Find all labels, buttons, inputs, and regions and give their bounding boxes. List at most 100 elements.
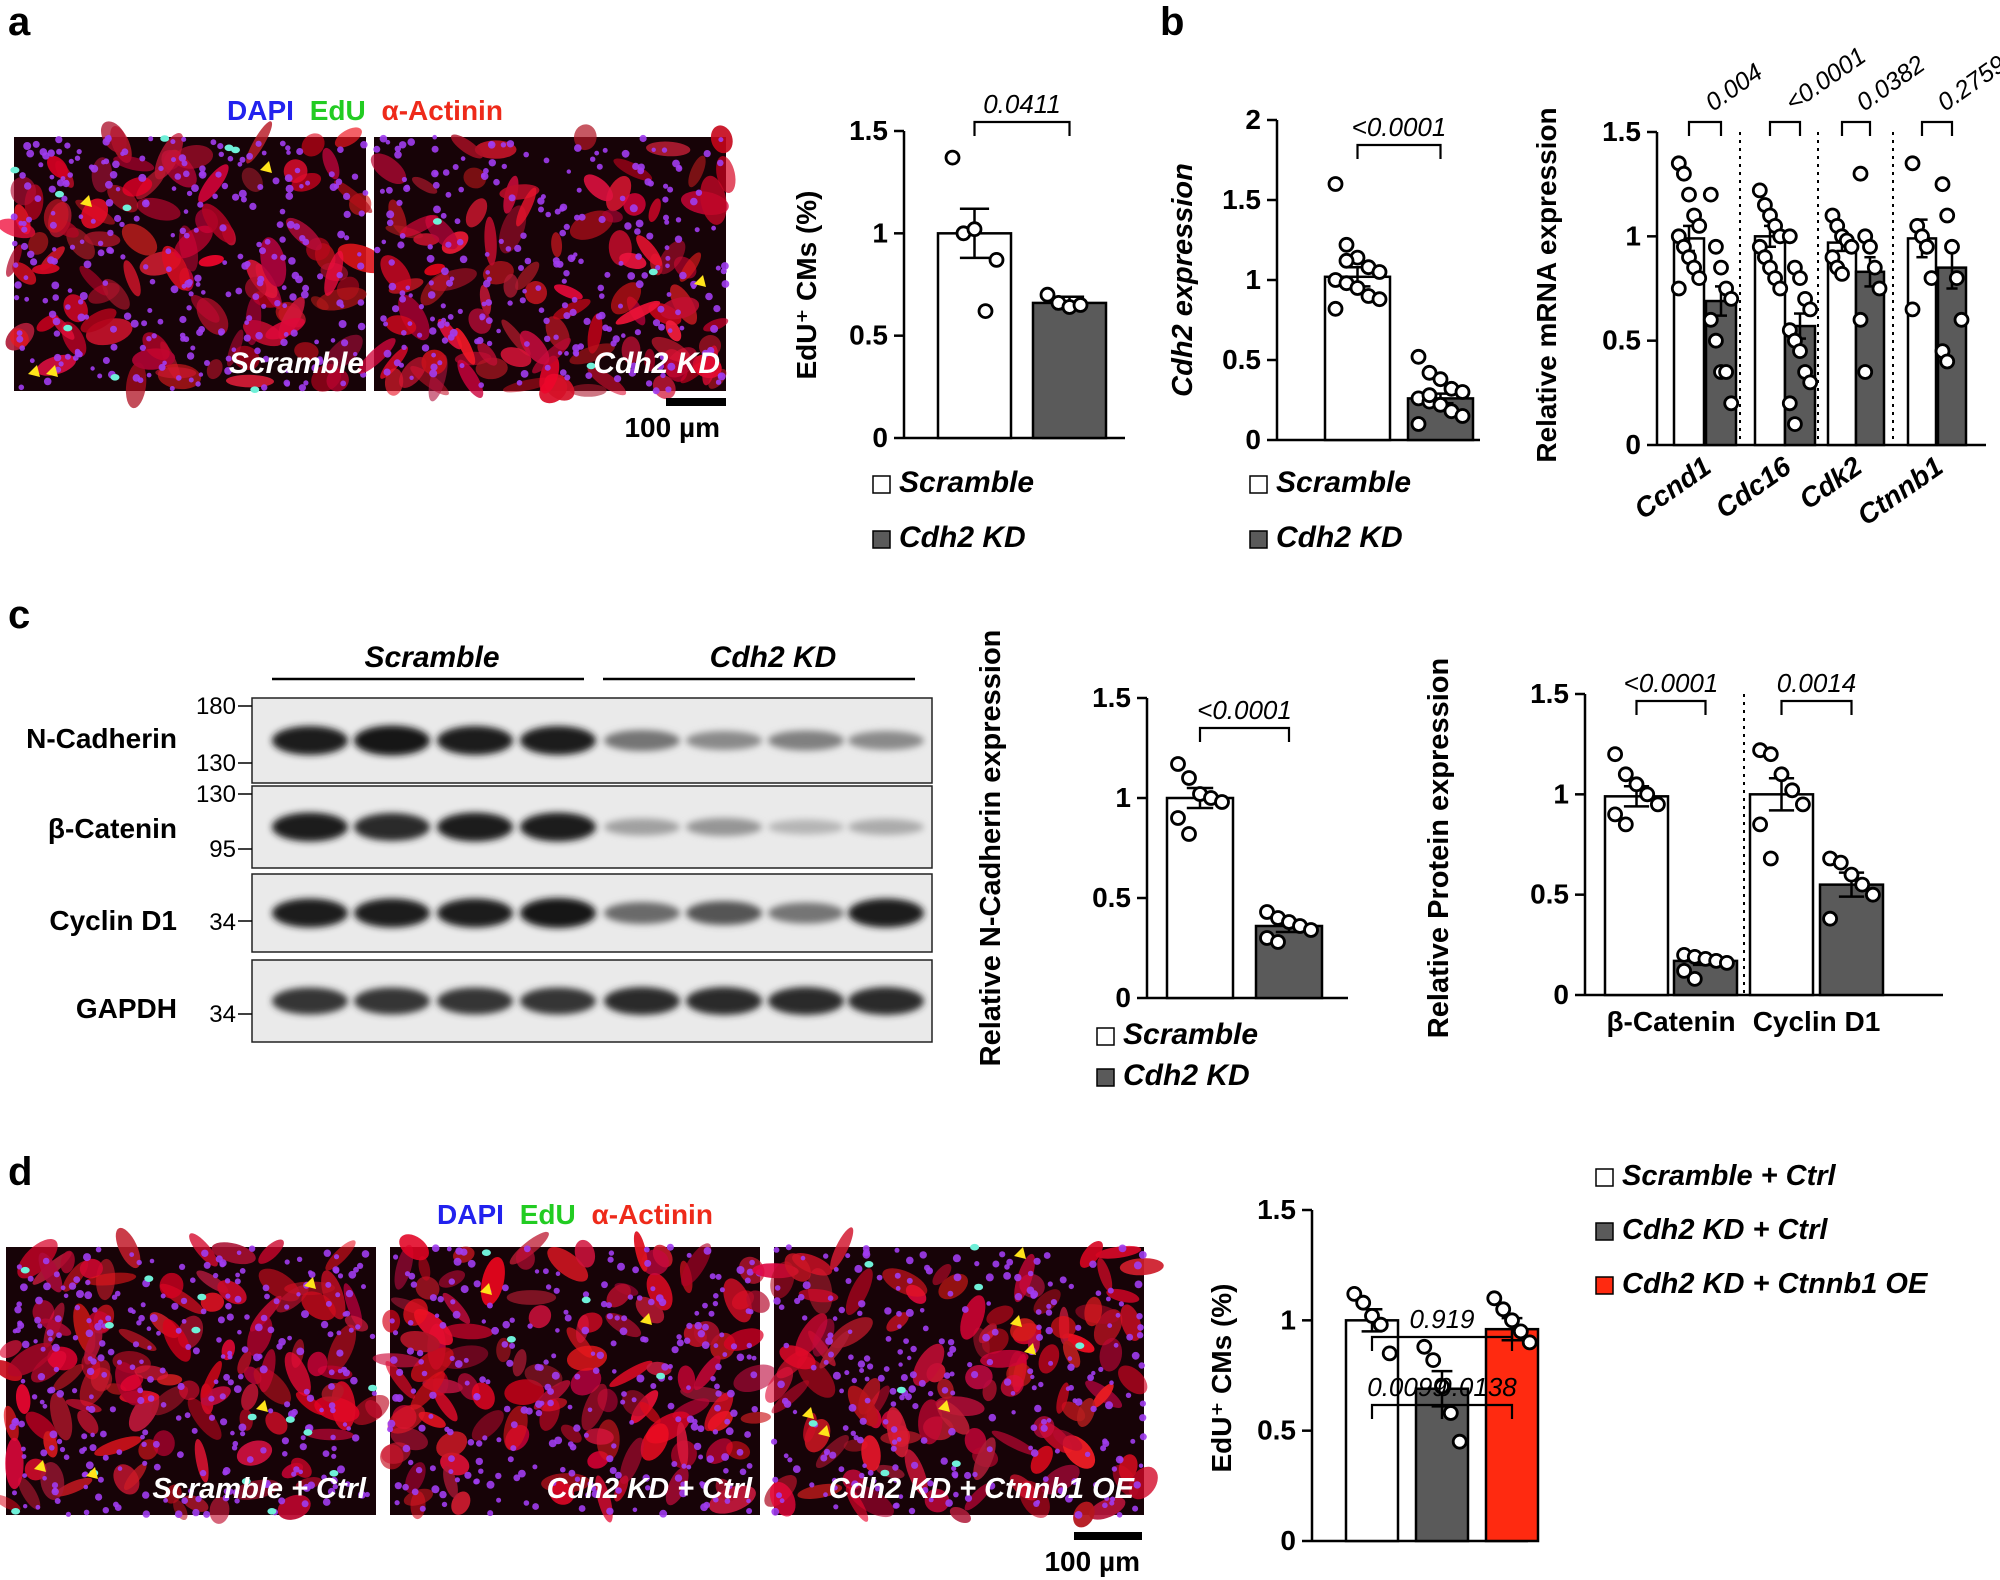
nucleus (446, 1246, 452, 1252)
nucleus (1098, 1366, 1104, 1372)
panel-letter-c: c (8, 593, 30, 637)
nucleus (927, 1480, 934, 1487)
arrowhead-icon (34, 1460, 46, 1472)
cell (32, 263, 60, 275)
nucleus (437, 1296, 444, 1303)
nucleus (357, 322, 366, 331)
nucleus (676, 1334, 682, 1340)
nucleus (76, 149, 82, 155)
cell (301, 133, 325, 157)
edu-nucleus (368, 1384, 378, 1392)
nucleus (408, 293, 413, 298)
nucleus (792, 1409, 798, 1415)
nucleus (199, 1469, 207, 1477)
nucleus (254, 1323, 263, 1332)
y-tick-label: 0 (1553, 979, 1569, 1010)
data-point (1504, 1312, 1520, 1329)
nucleus (686, 1322, 693, 1329)
nucleus (217, 1316, 225, 1324)
data-point (1708, 238, 1724, 255)
cell (912, 1343, 945, 1386)
nucleus (237, 253, 244, 260)
nucleus (1125, 1392, 1132, 1398)
nucleus (573, 1424, 581, 1432)
cell (1052, 1429, 1083, 1451)
nucleus (227, 155, 234, 162)
nucleus (40, 1346, 46, 1352)
nucleus (430, 363, 438, 371)
edu-nucleus (122, 204, 132, 212)
nucleus (658, 1298, 667, 1307)
nucleus (53, 1271, 60, 1278)
cell (474, 140, 517, 159)
nucleus (717, 372, 726, 381)
blot-band (520, 726, 596, 755)
nucleus (149, 1258, 155, 1264)
nucleus (98, 1319, 104, 1325)
nucleus (441, 1501, 448, 1508)
nucleus (1030, 1374, 1035, 1380)
nucleus (825, 1337, 833, 1345)
y-tick-label: 0 (1115, 982, 1131, 1013)
nucleus (971, 1371, 979, 1379)
nucleus (345, 1289, 354, 1298)
nucleus (299, 184, 304, 189)
nucleus (256, 241, 262, 248)
nucleus (83, 1484, 89, 1490)
nucleus (79, 1448, 86, 1454)
panel-d-stain-legend: DAPI EdU α-Actinin (437, 1199, 713, 1230)
nucleus (408, 1272, 416, 1280)
nucleus (437, 321, 445, 329)
nucleus (16, 1301, 22, 1307)
nucleus (487, 141, 496, 149)
nucleus (183, 232, 190, 239)
edu-nucleus (432, 218, 442, 225)
nucleus (342, 1369, 350, 1377)
nucleus (483, 168, 489, 174)
nucleus (392, 1330, 399, 1336)
nucleus (129, 1252, 135, 1257)
nucleus (675, 165, 683, 172)
nucleus (107, 1348, 115, 1356)
nucleus (130, 319, 139, 328)
nucleus (332, 1483, 338, 1490)
nucleus (851, 1480, 859, 1488)
data-point (1512, 1323, 1529, 1340)
cell (1118, 1454, 1138, 1481)
nucleus (876, 1274, 883, 1281)
nucleus (884, 1307, 892, 1315)
nucleus (208, 1414, 216, 1421)
nucleus (662, 196, 669, 203)
cell (80, 308, 117, 333)
nucleus (920, 1437, 928, 1444)
nucleus (330, 1476, 338, 1485)
nucleus (551, 1371, 560, 1380)
nucleus (194, 274, 202, 282)
nucleus (449, 1355, 455, 1361)
legend-label-cdh2-kd: Cdh2 KD (899, 521, 1026, 554)
cell (301, 1291, 336, 1321)
nucleus (1106, 1296, 1111, 1302)
nucleus (583, 317, 591, 325)
cell (237, 1351, 252, 1375)
nucleus (148, 136, 154, 142)
nucleus (74, 350, 82, 358)
stain-dapi: DAPI (437, 1199, 504, 1230)
nucleus (832, 1371, 841, 1380)
nucleus (405, 285, 411, 291)
nucleus (619, 1327, 628, 1336)
panel-letter-a: a (8, 0, 31, 44)
cell (528, 1305, 552, 1329)
cell (882, 1268, 928, 1297)
nucleus (1139, 1400, 1146, 1407)
scale-bar-d (1074, 1532, 1142, 1540)
nucleus (393, 1254, 399, 1260)
nucleus (338, 320, 347, 328)
cell (183, 1495, 209, 1512)
nucleus (568, 1469, 576, 1477)
nucleus (16, 335, 24, 343)
nucleus (330, 338, 336, 343)
nucleus (233, 1385, 242, 1393)
nucleus (243, 334, 251, 342)
